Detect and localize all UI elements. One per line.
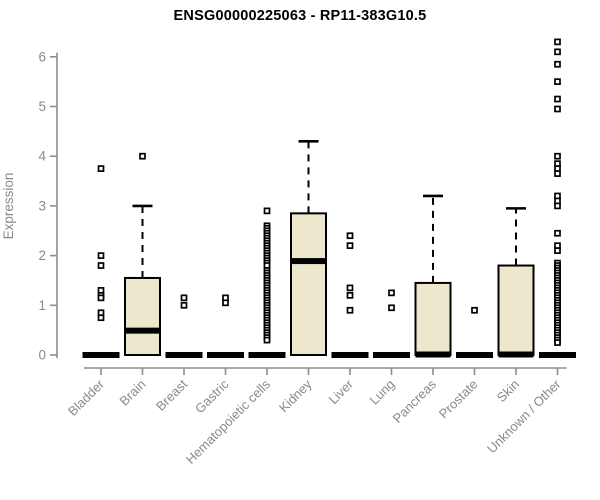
box-brain	[124, 276, 161, 356]
outlier-point	[554, 339, 561, 346]
median-line	[415, 351, 451, 358]
y-tick-label: 3	[38, 198, 46, 213]
outlier-point	[180, 301, 188, 309]
y-tick-label: 4	[38, 149, 46, 164]
outlier-point	[263, 336, 271, 344]
chart-title: ENSG00000225063 - RP11-383G10.5	[173, 8, 427, 24]
outlier-point	[554, 202, 561, 210]
x-tick-label: Unknown / Other	[484, 376, 564, 456]
x-tick-label: Skin	[494, 377, 522, 405]
collapsed-box-hematopoietic-cells	[248, 352, 286, 358]
y-tick-label: 5	[38, 99, 46, 114]
median-line	[291, 258, 326, 265]
x-tick-label: Lung	[367, 377, 398, 408]
outlier-point	[97, 294, 105, 302]
outlier-point	[388, 289, 395, 297]
collapsed-box-unknown-other	[539, 352, 576, 358]
x-tick-label: Breast	[153, 376, 190, 413]
collapsed-box-bladder	[82, 352, 120, 358]
outlier-point	[346, 232, 354, 240]
outlier-point	[180, 294, 188, 302]
x-tick-label: Kidney	[276, 376, 315, 415]
x-tick-label: Prostate	[436, 377, 481, 422]
outlier-point	[554, 170, 561, 177]
y-tick-label: 1	[38, 298, 46, 313]
median-line	[498, 351, 534, 358]
box-kidney	[290, 212, 327, 356]
outlier-point	[554, 95, 561, 103]
x-tick-label: Liver	[326, 376, 357, 407]
outlier-point	[97, 262, 105, 269]
outlier-point	[346, 292, 354, 299]
box-skin	[497, 264, 535, 357]
y-tick-label: 0	[38, 348, 46, 363]
y-tick-label: 2	[38, 248, 46, 263]
collapsed-box-gastric	[207, 352, 244, 358]
outlier-point	[554, 229, 561, 237]
outlier-point	[554, 48, 561, 56]
outlier-point	[554, 247, 561, 254]
y-tick-label: 6	[38, 49, 46, 64]
x-tick-label: Brain	[117, 377, 149, 409]
outlier-point	[97, 314, 105, 322]
x-tick-label: Pancreas	[390, 376, 440, 426]
outlier-point	[346, 284, 354, 292]
collapsed-box-breast	[165, 352, 203, 358]
outlier-point	[554, 152, 561, 160]
x-tick-label: Gastric	[192, 376, 232, 416]
outlier-point	[222, 299, 229, 307]
outlier-point	[263, 207, 271, 215]
outlier-point	[139, 152, 146, 160]
outlier-point	[346, 306, 354, 314]
outlier-point	[346, 242, 354, 250]
outlier-point	[554, 60, 561, 68]
outlier-point	[388, 304, 395, 312]
median-line	[125, 327, 160, 334]
x-tick-label: Bladder	[65, 376, 108, 419]
outlier-point	[554, 38, 561, 46]
outlier-point	[97, 252, 105, 259]
collapsed-box-liver	[331, 352, 369, 358]
outlier-point	[554, 78, 561, 86]
outlier-point	[97, 165, 105, 172]
box-pancreas	[414, 281, 452, 356]
outlier-point	[554, 105, 561, 113]
collapsed-box-prostate	[456, 352, 493, 358]
collapsed-box-lung	[373, 352, 410, 358]
outlier-point	[471, 306, 478, 314]
